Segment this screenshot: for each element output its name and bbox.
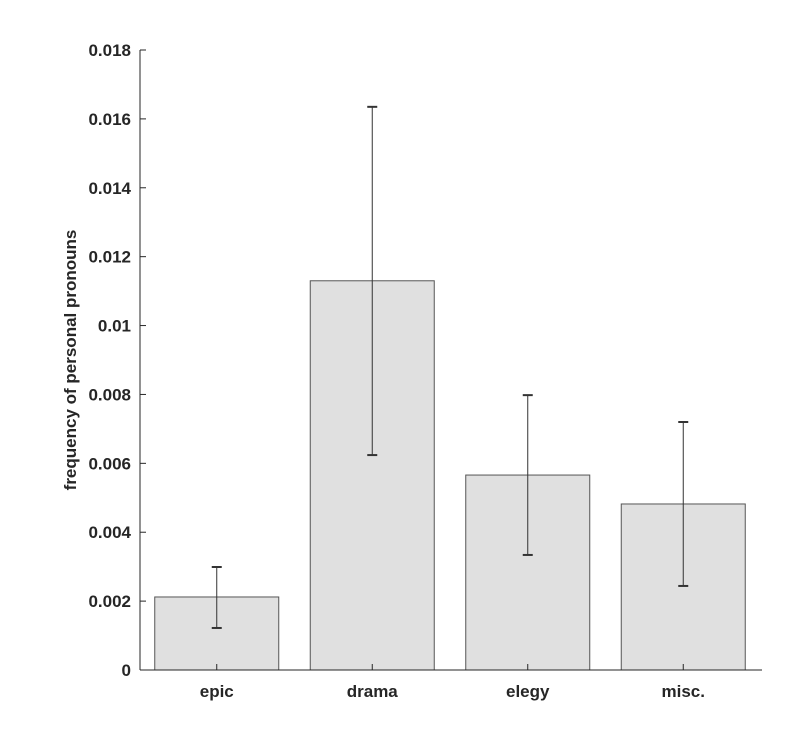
x-tick-label: epic xyxy=(200,682,234,701)
y-tick-label: 0.016 xyxy=(88,110,131,129)
y-tick-label: 0.018 xyxy=(88,41,131,60)
x-ticks-group: epic drama elegy misc. xyxy=(200,664,705,701)
y-tick-label: 0.012 xyxy=(88,248,131,267)
y-tick-label: 0.004 xyxy=(88,523,131,542)
x-tick-label: elegy xyxy=(506,682,550,701)
y-axis-label: frequency of personal pronouns xyxy=(61,230,80,491)
x-tick-label: drama xyxy=(347,682,399,701)
y-tick-label: 0.008 xyxy=(88,385,131,404)
bars-group xyxy=(154,280,746,671)
y-tick-label: 0.01 xyxy=(98,317,131,336)
x-tick-label: misc. xyxy=(662,682,705,701)
error-bars-group xyxy=(211,105,689,629)
y-ticks-group: 0 0.002 0.004 0.006 0.008 0.01 0.012 0.014 0.016… xyxy=(88,41,146,680)
y-tick-label: 0.002 xyxy=(88,592,131,611)
y-tick-label: 0.014 xyxy=(88,179,131,198)
y-tick-label: 0.006 xyxy=(88,454,131,473)
axes-group xyxy=(139,50,762,671)
y-tick-label: 0 xyxy=(122,661,131,680)
